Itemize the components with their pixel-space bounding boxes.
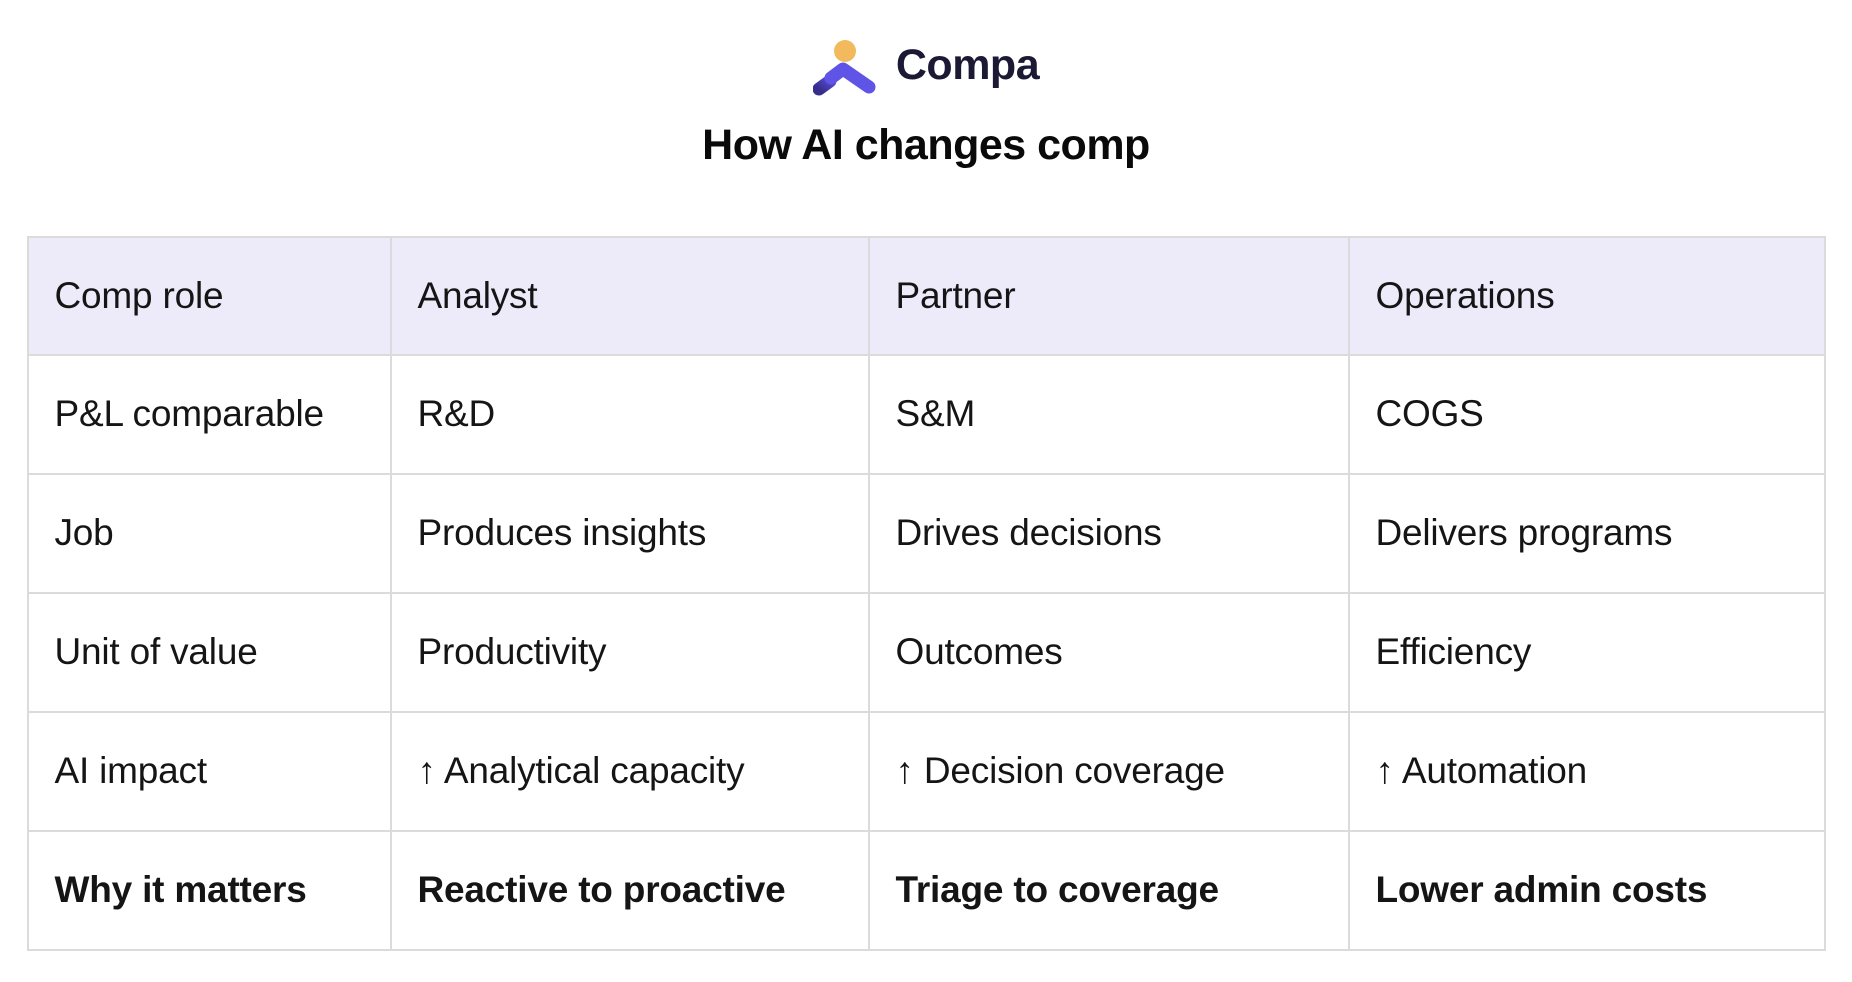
row-label: Unit of value — [26, 591, 392, 713]
table-cell: Delivers programs — [1347, 472, 1826, 594]
row-label: P&L comparable — [26, 353, 392, 475]
table-row-ai-impact: AI impact ↑ Analytical capacity ↑ Decisi… — [26, 710, 1826, 832]
table-cell: ↑ Analytical capacity — [389, 710, 870, 832]
table-header-row: Comp role Analyst Partner Operations — [26, 235, 1826, 356]
header-cell-analyst: Analyst — [389, 235, 870, 356]
table-cell: ↑ Decision coverage — [867, 710, 1350, 832]
table-cell: Reactive to proactive — [389, 829, 870, 951]
table-cell: Efficiency — [1347, 591, 1826, 713]
header-cell-operations: Operations — [1347, 235, 1826, 356]
header-cell-partner: Partner — [867, 235, 1350, 356]
table-cell: COGS — [1347, 353, 1826, 475]
table-cell: Produces insights — [389, 472, 870, 594]
page-title: How AI changes comp — [702, 121, 1150, 169]
table-cell: S&M — [867, 353, 1350, 475]
logo-body-shape — [824, 62, 876, 94]
table-cell: Productivity — [389, 591, 870, 713]
header-cell-comp-role: Comp role — [26, 235, 392, 356]
comp-roles-table: Comp role Analyst Partner Operations P&L… — [26, 235, 1826, 951]
table-cell: ↑ Automation — [1347, 710, 1826, 832]
table-cell: Lower admin costs — [1347, 829, 1826, 951]
row-label: AI impact — [26, 710, 392, 832]
logo-head-shape — [833, 40, 856, 62]
brand-header: Compa — [0, 36, 1852, 98]
row-label: Why it matters — [26, 829, 392, 951]
table-row-pl-comparable: P&L comparable R&D S&M COGS — [26, 353, 1826, 475]
row-label: Job — [26, 472, 392, 594]
table-cell: Drives decisions — [867, 472, 1350, 594]
table-cell: R&D — [389, 353, 870, 475]
brand-wordmark: Compa — [895, 40, 1040, 89]
table-cell: Triage to coverage — [867, 829, 1350, 951]
table-row-job: Job Produces insights Drives decisions D… — [26, 472, 1826, 594]
compa-logo-icon — [812, 40, 876, 96]
table-cell: Outcomes — [867, 591, 1350, 713]
table-row-why-it-matters: Why it matters Reactive to proactive Tri… — [26, 829, 1826, 951]
table-row-unit-of-value: Unit of value Productivity Outcomes Effi… — [26, 591, 1826, 713]
